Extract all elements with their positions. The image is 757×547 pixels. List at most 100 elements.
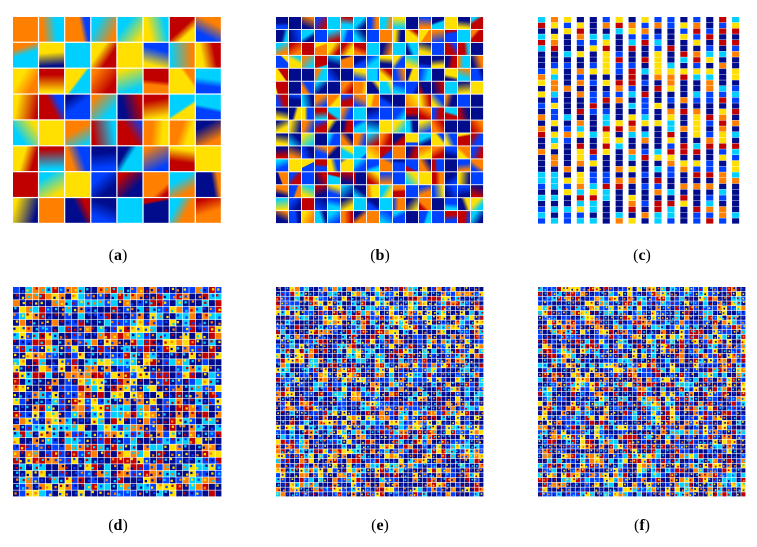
feature-tile: [176, 293, 183, 300]
feature-tile: [679, 315, 684, 320]
feature-tile: [384, 468, 389, 473]
feature-tile: [712, 334, 718, 339]
feature-tile: [354, 55, 367, 68]
feature-tile: [276, 185, 289, 198]
feature-tile: [469, 296, 474, 301]
feature-tile: [563, 109, 571, 115]
feature-tile: [654, 218, 662, 224]
feature-tile: [299, 315, 304, 320]
feature-tile: [566, 334, 571, 339]
feature-tile: [654, 40, 662, 46]
feature-tile: [315, 68, 328, 81]
feature-tile: [693, 126, 701, 132]
feature-tile: [471, 120, 484, 133]
feature-tile: [680, 132, 688, 138]
feature-tile: [342, 315, 347, 320]
feature-tile: [613, 363, 618, 368]
feature-tile: [538, 287, 543, 292]
feature-tile: [417, 377, 422, 382]
feature-tile: [602, 212, 610, 218]
feature-tile: [576, 17, 584, 23]
feature-tile: [276, 17, 289, 30]
feature-tile: [389, 482, 394, 487]
feature-tile: [332, 377, 337, 382]
feature-tile: [550, 143, 559, 149]
feature-tile: [380, 334, 385, 339]
feature-tile: [642, 387, 647, 392]
feature-tile: [309, 401, 314, 406]
feature-tile: [26, 339, 32, 346]
feature-tile: [667, 206, 675, 213]
feature-tile: [656, 392, 661, 397]
feature-tile: [110, 470, 117, 477]
feature-tile: [446, 358, 451, 363]
feature-tile: [563, 114, 571, 121]
feature-tile: [474, 296, 479, 301]
feature-tile: [719, 143, 727, 149]
feature-tile: [727, 291, 732, 296]
feature-tile: [351, 287, 356, 292]
feature-tile: [708, 296, 713, 301]
feature-tile: [441, 449, 446, 454]
feature-tile: [384, 320, 389, 325]
feature-tile: [667, 86, 675, 92]
feature-tile: [195, 198, 221, 223]
feature-tile: [469, 406, 474, 411]
feature-tile: [689, 401, 694, 406]
feature-tile: [563, 178, 571, 184]
feature-tile: [651, 392, 656, 397]
feature-tile: [615, 28, 623, 34]
feature-tile: [39, 94, 65, 120]
feature-tile: [169, 385, 176, 392]
feature-tile: [566, 372, 571, 378]
feature-tile: [608, 334, 614, 339]
feature-tile: [615, 178, 623, 184]
feature-tile: [706, 51, 714, 57]
feature-tile: [602, 137, 610, 144]
feature-tile: [313, 382, 318, 387]
feature-tile: [679, 349, 684, 354]
feature-tile: [65, 352, 72, 359]
feature-tile: [590, 382, 595, 387]
feature-tile: [39, 146, 65, 172]
feature-tile: [150, 437, 157, 444]
feature-tile: [602, 68, 610, 75]
feature-tile: [394, 287, 399, 292]
feature-tile: [294, 406, 300, 411]
feature-tile: [670, 406, 675, 411]
feature-tile: [654, 172, 662, 178]
feature-tile: [460, 358, 465, 363]
feature-tile: [580, 353, 585, 358]
feature-tile: [550, 166, 559, 172]
feature-tile: [365, 329, 370, 335]
feature-tile: [585, 344, 590, 349]
feature-tile: [471, 42, 484, 55]
feature-tile: [417, 420, 422, 425]
feature-tile: [323, 329, 328, 335]
feature-tile: [566, 310, 571, 316]
feature-tile: [689, 392, 694, 397]
feature-tile: [408, 487, 413, 492]
feature-tile: [474, 392, 479, 397]
feature-tile: [370, 349, 375, 354]
feature-tile: [351, 415, 356, 421]
feature-tile: [575, 363, 580, 368]
feature-tile: [313, 468, 318, 473]
feature-tile: [289, 68, 302, 81]
feature-tile: [632, 320, 637, 325]
feature-tile: [39, 372, 46, 379]
feature-tile: [667, 17, 675, 23]
feature-tile: [732, 28, 740, 34]
feature-tile: [538, 34, 546, 40]
feature-tile: [654, 103, 662, 109]
feature-tile: [589, 143, 597, 149]
feature-tile: [143, 146, 169, 172]
feature-tile: [276, 473, 281, 478]
feature-tile: [289, 172, 302, 185]
feature-tile: [413, 320, 418, 325]
feature-tile: [143, 490, 150, 497]
feature-tile: [427, 291, 432, 296]
feature-tile: [628, 155, 636, 161]
feature-tile: [680, 17, 688, 23]
feature-tile: [328, 133, 341, 146]
